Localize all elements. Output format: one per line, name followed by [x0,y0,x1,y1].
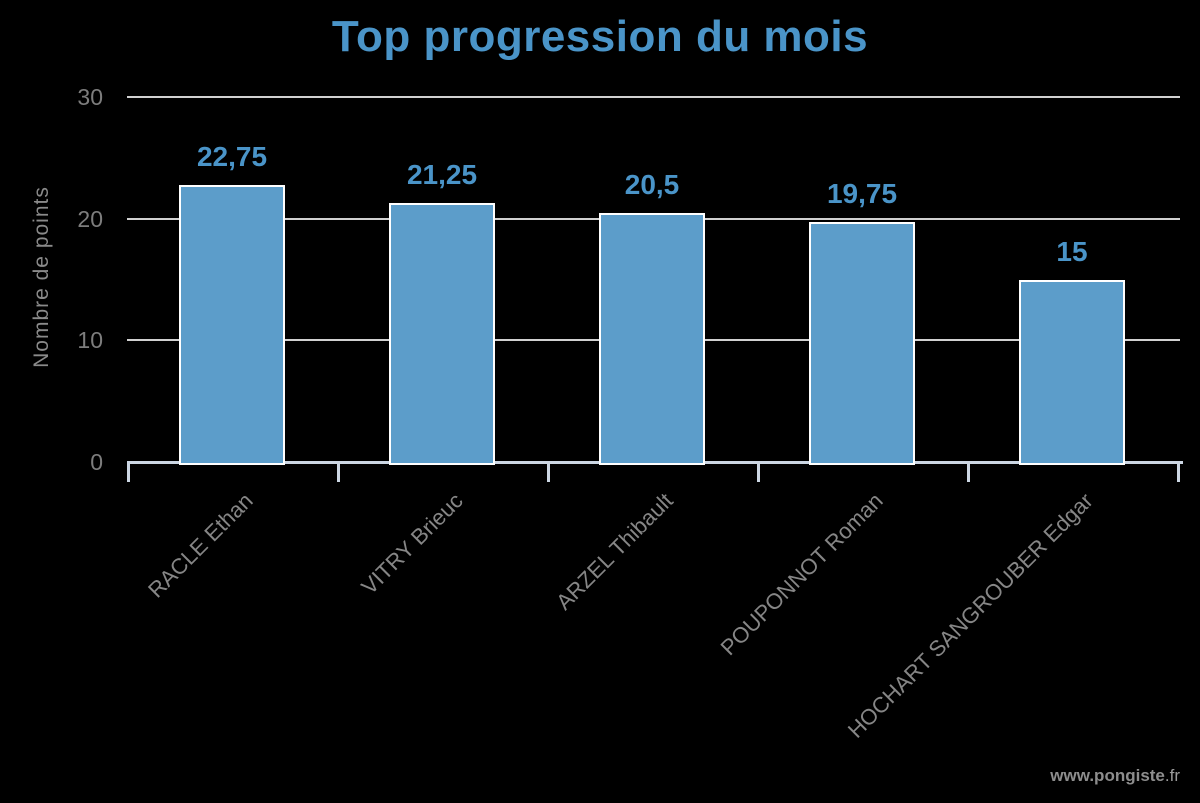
bar [809,222,915,465]
watermark-domain: www.pongiste [1050,766,1165,785]
bar-value-label: 20,5 [624,169,680,200]
y-tick-label: 20 [77,206,103,232]
bar-value-label: 21,25 [406,159,478,190]
bar-value-label: 22,75 [196,141,268,172]
y-tick-label: 10 [77,327,103,353]
x-category-label: RACLE Ethan [143,488,258,603]
x-axis-tick [127,461,130,482]
bar [389,203,495,465]
bar-value-label: 15 [1056,236,1088,267]
x-axis-tick [337,461,340,482]
chart-title: Top progression du mois [331,12,869,61]
bar [179,185,285,465]
x-axis-tick [547,461,550,482]
watermark-tld: .fr [1164,766,1180,785]
x-axis-tick [967,461,970,482]
y-tick-label: 0 [90,449,103,475]
x-axis-tick [1177,461,1180,482]
gridline [127,96,1180,98]
bar [1019,280,1125,465]
x-axis-tick [757,461,760,482]
y-tick-label: 30 [77,84,103,110]
watermark: www.pongiste.fr [1050,766,1180,786]
bar [599,213,705,465]
bar-value-label: 19,75 [826,178,898,209]
